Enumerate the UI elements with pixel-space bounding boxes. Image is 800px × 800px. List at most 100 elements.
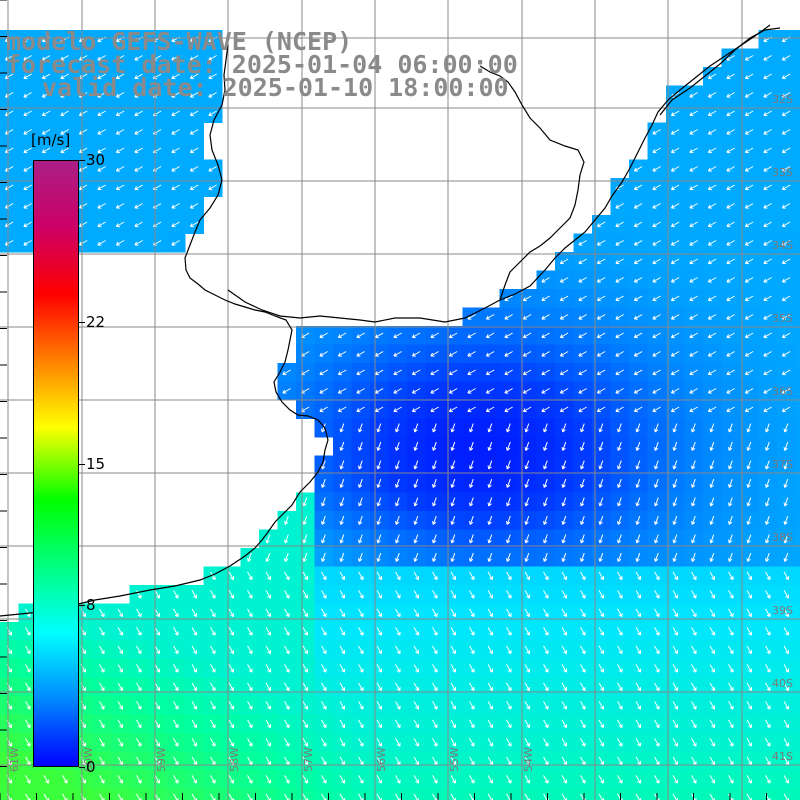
- wind-arrow: [580, 460, 585, 470]
- wind-arrow: [691, 590, 697, 599]
- wind-arrow: [691, 627, 697, 636]
- wind-cell: [314, 788, 334, 800]
- wind-arrow: [559, 295, 569, 302]
- wind-arrow: [339, 460, 345, 470]
- wind-arrow: [376, 515, 382, 525]
- wind-arrow: [469, 497, 474, 507]
- wind-arrow: [356, 332, 365, 339]
- wind-arrow: [783, 497, 789, 507]
- wind-cell: [407, 788, 426, 800]
- wind-arrow: [615, 332, 624, 339]
- wind-arrow: [134, 203, 143, 209]
- wind-arrow: [689, 166, 698, 172]
- wind-arrow: [302, 515, 308, 525]
- wind-arrow: [654, 645, 660, 655]
- wind-arrow: [726, 240, 735, 246]
- wind-arrow: [635, 590, 642, 599]
- wind-arrow: [654, 682, 660, 692]
- wind-arrow: [635, 627, 642, 636]
- wind-arrow: [208, 166, 217, 172]
- colorbar-tick-label: 8: [86, 596, 96, 615]
- wind-arrow: [376, 590, 383, 599]
- wind-arrow: [99, 682, 105, 692]
- wind-arrow: [783, 701, 790, 710]
- wind-arrow: [580, 515, 585, 525]
- wind-arrow: [413, 478, 419, 488]
- wind-arrow: [615, 369, 624, 376]
- wind-arrow: [321, 738, 327, 747]
- wind-arrow: [652, 147, 661, 154]
- wind-arrow: [543, 552, 548, 562]
- wind-arrow: [726, 73, 735, 80]
- wind-arrow: [633, 295, 643, 302]
- wind-arrow: [580, 423, 585, 433]
- wind-arrow: [781, 166, 791, 172]
- wind-arrow: [763, 147, 772, 154]
- wind-arrow: [633, 369, 643, 376]
- wind-arrow: [707, 73, 717, 80]
- wind-arrow: [691, 738, 697, 747]
- wind-arrow: [321, 423, 326, 433]
- wind-arrow: [672, 756, 679, 766]
- wind-arrow: [670, 258, 680, 265]
- wind-arrow: [672, 571, 679, 581]
- wind-arrow: [154, 719, 161, 729]
- wind-arrow: [487, 423, 493, 433]
- wind-arrow: [467, 332, 476, 339]
- wind-arrow: [154, 627, 161, 636]
- wind-cell: [758, 788, 778, 800]
- wind-arrow: [524, 645, 531, 655]
- wind-arrow: [561, 460, 567, 470]
- wind-arrow: [691, 534, 696, 544]
- wind-arrow: [136, 645, 142, 655]
- wind-arrow: [504, 314, 513, 320]
- wind-arrow: [228, 756, 235, 766]
- wind-arrow: [765, 664, 771, 673]
- wind-arrow: [41, 55, 51, 61]
- wind-arrow: [654, 608, 660, 618]
- wind-arrow: [744, 203, 754, 209]
- wind-arrow: [522, 351, 532, 357]
- wind-arrow: [672, 460, 678, 470]
- wind-arrow: [358, 664, 364, 673]
- wind-arrow: [670, 406, 680, 413]
- wind-arrow: [43, 775, 50, 784]
- wind-arrow: [744, 73, 754, 80]
- wind-arrow: [284, 645, 290, 655]
- coastline-north: [0, 44, 329, 617]
- wind-arrow: [580, 590, 586, 599]
- wind-arrow: [506, 682, 512, 692]
- wind-arrow: [670, 129, 680, 135]
- wind-arrow: [99, 738, 105, 747]
- wind-arrow: [598, 756, 605, 766]
- wind-arrow: [783, 608, 790, 618]
- wind-arrow: [358, 775, 364, 784]
- wind-arrow: [672, 682, 679, 692]
- wind-arrow: [691, 701, 697, 710]
- wind-arrow: [578, 332, 587, 339]
- wind-arrow: [115, 92, 125, 98]
- wind-arrow: [596, 332, 606, 339]
- wind-arrow: [783, 590, 790, 599]
- wind-cell: [573, 788, 593, 800]
- wind-arrow: [707, 240, 717, 246]
- wind-arrow: [578, 351, 587, 357]
- wind-arrow: [469, 460, 474, 470]
- wind-cell: [37, 788, 56, 800]
- wind-arrow: [432, 460, 437, 470]
- wind-arrow: [670, 369, 680, 376]
- wind-arrow: [284, 738, 290, 747]
- wind-arrow: [339, 775, 346, 784]
- wind-arrow: [154, 701, 161, 710]
- wind-arrow: [228, 738, 235, 747]
- wind-arrow: [284, 627, 290, 636]
- wind-arrow: [358, 441, 363, 451]
- wind-arrow: [284, 590, 290, 599]
- wind-cell: [795, 344, 800, 364]
- wind-arrow: [173, 701, 179, 710]
- wind-arrow: [617, 719, 623, 729]
- wind-arrow: [524, 515, 530, 525]
- wind-arrow: [726, 166, 735, 172]
- wind-arrow: [208, 55, 217, 61]
- wind-arrow: [561, 775, 568, 784]
